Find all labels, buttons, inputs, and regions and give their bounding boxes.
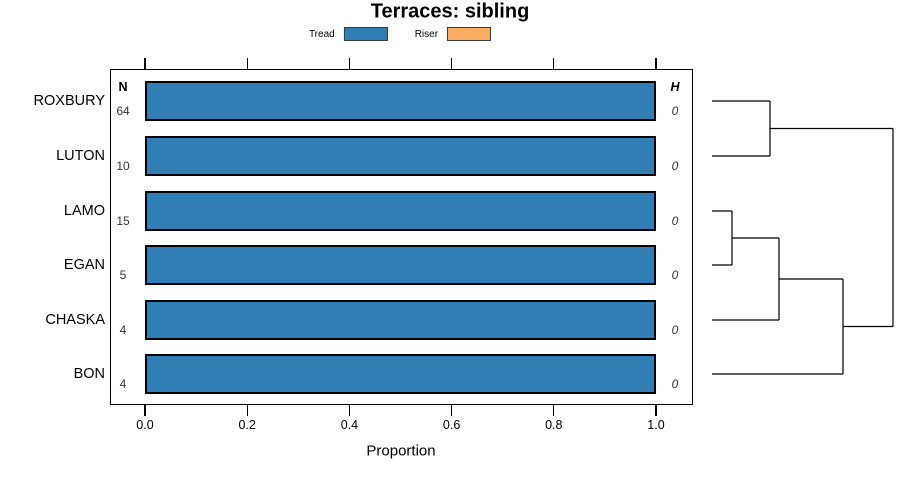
y-label: ROXBURY (33, 93, 105, 109)
x-tick-label: 0.2 (238, 418, 256, 432)
h-value: 0 (671, 104, 679, 118)
legend-item-tread: Tread (309, 27, 388, 41)
h-value: 0 (671, 268, 679, 282)
x-tick (144, 405, 146, 416)
chart-title: Terraces: sibling (370, 0, 530, 23)
x-tick-label: 0.0 (136, 418, 154, 432)
legend: Tread Riser (309, 27, 492, 41)
top-tick (655, 58, 657, 69)
x-tick (553, 405, 555, 416)
bar-tread (145, 300, 656, 340)
x-tick-label: 0.8 (545, 418, 563, 432)
n-value: 5 (119, 268, 127, 282)
h-value: 0 (671, 377, 679, 391)
top-tick (246, 58, 248, 69)
bar-tread (145, 81, 656, 121)
x-tick (348, 405, 350, 416)
top-tick (553, 58, 555, 69)
n-value: 64 (116, 104, 130, 118)
h-value: 0 (671, 159, 679, 173)
x-axis-title: Proportion (366, 442, 436, 460)
x-tick (246, 405, 248, 416)
y-label: BON (73, 366, 105, 382)
top-tick (451, 58, 453, 69)
h-column-header: H (670, 80, 680, 94)
y-label: EGAN (63, 257, 105, 273)
bar-tread (145, 354, 656, 394)
bar-tread (145, 191, 656, 231)
y-label: CHASKA (45, 312, 105, 328)
n-column-header: N (118, 80, 128, 94)
x-tick-label: 1.0 (647, 418, 665, 432)
legend-swatch-tread (343, 27, 388, 41)
n-value: 4 (119, 323, 127, 337)
legend-label: Tread (308, 28, 335, 40)
n-value: 4 (119, 377, 127, 391)
h-value: 0 (671, 323, 679, 337)
legend-item-riser: Riser (414, 27, 492, 41)
plot-frame (110, 69, 693, 405)
x-tick-label: 0.4 (340, 418, 359, 432)
h-value: 0 (671, 214, 679, 228)
legend-swatch-riser (447, 27, 492, 41)
x-tick (451, 405, 453, 416)
y-label: LAMO (63, 203, 105, 219)
top-tick (348, 58, 350, 69)
legend-label: Riser (414, 28, 439, 40)
x-tick-label: 0.6 (442, 418, 461, 432)
bar-tread (145, 136, 656, 176)
n-value: 15 (116, 214, 130, 228)
n-value: 10 (116, 159, 130, 173)
bar-tread (145, 245, 656, 285)
top-tick (144, 58, 146, 69)
y-label: LUTON (56, 148, 105, 164)
x-tick (655, 405, 657, 416)
